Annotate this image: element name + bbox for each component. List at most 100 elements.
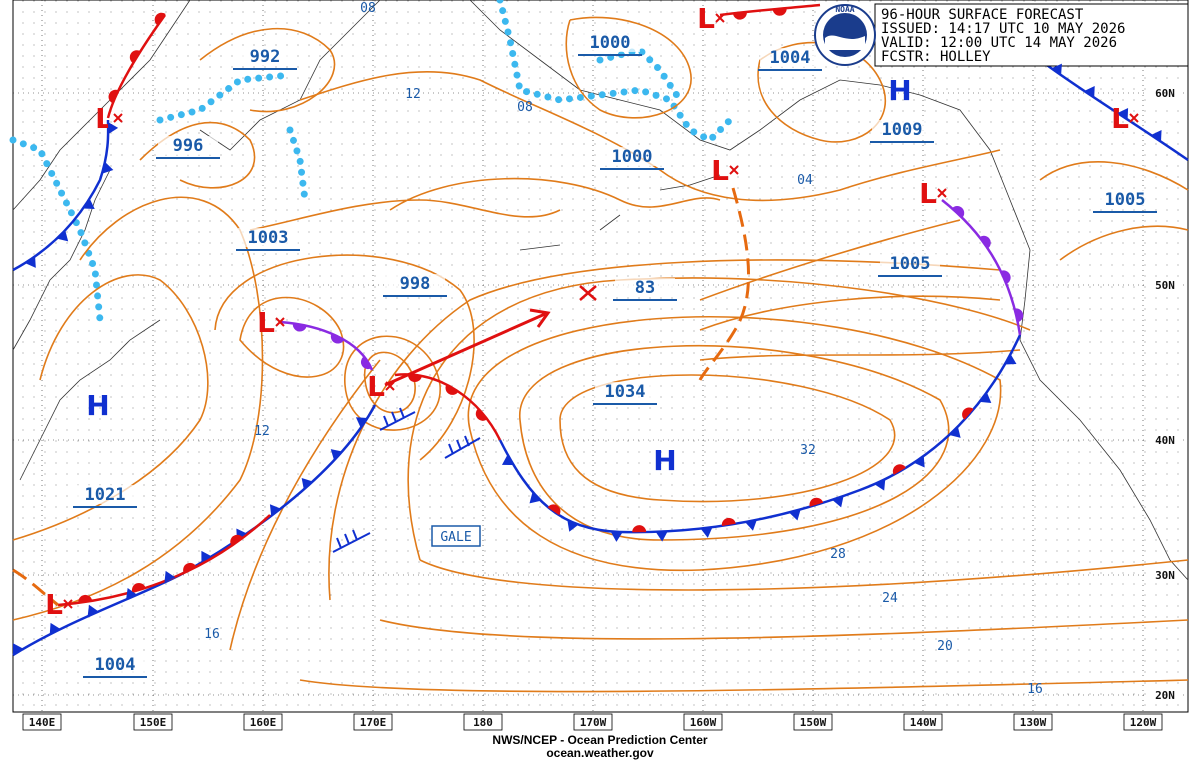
pressure-label: 1021 bbox=[85, 485, 126, 505]
cold-front-symbol bbox=[655, 531, 668, 542]
front-triangle bbox=[102, 161, 114, 174]
front-triangle bbox=[1117, 107, 1129, 120]
cold-front-symbol bbox=[355, 417, 368, 428]
warm-front-symbol bbox=[361, 355, 372, 370]
lon-label: 160E bbox=[250, 716, 277, 729]
lat-label: 60N bbox=[1155, 87, 1175, 100]
coastline bbox=[519, 174, 721, 251]
isobar-label: 24 bbox=[882, 591, 898, 606]
lon-label-box bbox=[353, 713, 393, 731]
header-line: ISSUED: 14:17 UTC 10 MAY 2026 bbox=[881, 21, 1125, 37]
header-box bbox=[874, 3, 1189, 67]
cold-front-symbol bbox=[269, 504, 281, 516]
warm-front-symbol bbox=[445, 384, 459, 395]
wind-barb bbox=[379, 407, 416, 431]
front-triangle bbox=[25, 256, 36, 268]
cold-front-symbol bbox=[126, 587, 138, 600]
wind-barbs bbox=[332, 407, 481, 553]
low-center-mark bbox=[937, 188, 947, 198]
stationary-front-symbol bbox=[962, 407, 974, 420]
cold-front-symbol bbox=[789, 509, 801, 521]
isobar-label: 28 bbox=[830, 547, 846, 562]
pressure-label-bg bbox=[872, 120, 932, 139]
lon-label-box bbox=[133, 713, 173, 731]
front-semicircle bbox=[131, 582, 146, 593]
coastline bbox=[12, 0, 191, 211]
cold-front-symbol bbox=[979, 392, 992, 403]
low-center-mark bbox=[63, 599, 73, 609]
lon-label-box bbox=[22, 713, 62, 731]
logo-text: NOAA bbox=[835, 5, 854, 14]
warm-front-symbol bbox=[330, 333, 345, 344]
cold-front-symbol bbox=[1051, 63, 1062, 76]
front-triangle bbox=[610, 531, 623, 542]
coastline bbox=[12, 0, 1189, 581]
isobar-label: 08 bbox=[360, 1, 376, 16]
lon-label: 120W bbox=[1130, 716, 1157, 729]
lat-label-box bbox=[1148, 432, 1182, 448]
stationary-front-symbol bbox=[547, 504, 561, 516]
front-semicircle bbox=[809, 497, 824, 507]
lat-label-box bbox=[1148, 277, 1182, 293]
storm-track-arrow bbox=[384, 308, 551, 387]
cold-front-symbol bbox=[49, 622, 61, 635]
isobar bbox=[699, 219, 1021, 361]
high-center: H bbox=[653, 444, 676, 477]
front-triangle bbox=[355, 417, 368, 428]
isobar-label: 16 bbox=[1027, 682, 1043, 697]
lon-label: 140W bbox=[910, 716, 937, 729]
low-center: L bbox=[697, 2, 715, 35]
lon-label: 160W bbox=[690, 716, 717, 729]
low-center-mark bbox=[113, 113, 123, 123]
lon-label-box bbox=[683, 713, 723, 731]
lon-label: 170W bbox=[580, 716, 607, 729]
isobar-label: 04 bbox=[797, 173, 813, 188]
cold-front-symbol bbox=[832, 495, 844, 508]
low-center-mark bbox=[275, 317, 285, 327]
wind-barb bbox=[332, 529, 371, 553]
pressure-label-bg bbox=[385, 274, 445, 293]
pressure-label: 83 bbox=[635, 278, 655, 298]
front-semicircle bbox=[361, 355, 372, 370]
lat-label: 30N bbox=[1155, 569, 1175, 582]
low-center-mark bbox=[729, 165, 739, 175]
pressure-label: 998 bbox=[400, 274, 431, 294]
header-line: VALID: 12:00 UTC 14 MAY 2026 bbox=[881, 35, 1117, 51]
header-line: FCSTR: HOLLEY bbox=[881, 49, 991, 65]
cold-front-symbol bbox=[25, 256, 36, 268]
isobar bbox=[249, 177, 721, 231]
front-semicircle bbox=[721, 517, 736, 526]
logo-emblem bbox=[823, 13, 867, 57]
pressure-label: 1009 bbox=[882, 120, 923, 140]
pressure-label: 1000 bbox=[612, 147, 653, 167]
pressure-label: 1005 bbox=[890, 254, 931, 274]
ice-edge bbox=[156, 71, 309, 204]
warm-front-symbol bbox=[154, 12, 166, 26]
isobar-label: 12 bbox=[254, 424, 270, 439]
front-semicircle bbox=[892, 464, 906, 475]
ice-edge bbox=[9, 136, 104, 324]
cold-front-symbol bbox=[108, 122, 119, 135]
cold-front bbox=[12, 119, 110, 272]
lon-label: 130W bbox=[1020, 716, 1047, 729]
trough bbox=[12, 568, 59, 607]
lon-label: 150W bbox=[800, 716, 827, 729]
cold-front-symbol bbox=[700, 527, 713, 538]
warm-front-symbol bbox=[408, 374, 422, 382]
footer-agency: NWS/NCEP - Ocean Prediction Center bbox=[492, 733, 707, 747]
coastline bbox=[19, 319, 161, 481]
cold-front-symbol bbox=[949, 426, 961, 438]
isobar-label: 20 bbox=[937, 639, 953, 654]
stationary-front-symbol bbox=[892, 464, 906, 475]
low-center-mark bbox=[1129, 113, 1139, 123]
front-triangle bbox=[745, 519, 757, 531]
cold-front-symbol bbox=[501, 454, 514, 466]
pressure-label: 1004 bbox=[770, 48, 811, 68]
lon-label-box bbox=[573, 713, 613, 731]
warm-front-symbol bbox=[979, 235, 991, 249]
cold-front-symbol bbox=[87, 604, 99, 617]
isobar bbox=[214, 254, 475, 461]
trough bbox=[698, 187, 751, 381]
